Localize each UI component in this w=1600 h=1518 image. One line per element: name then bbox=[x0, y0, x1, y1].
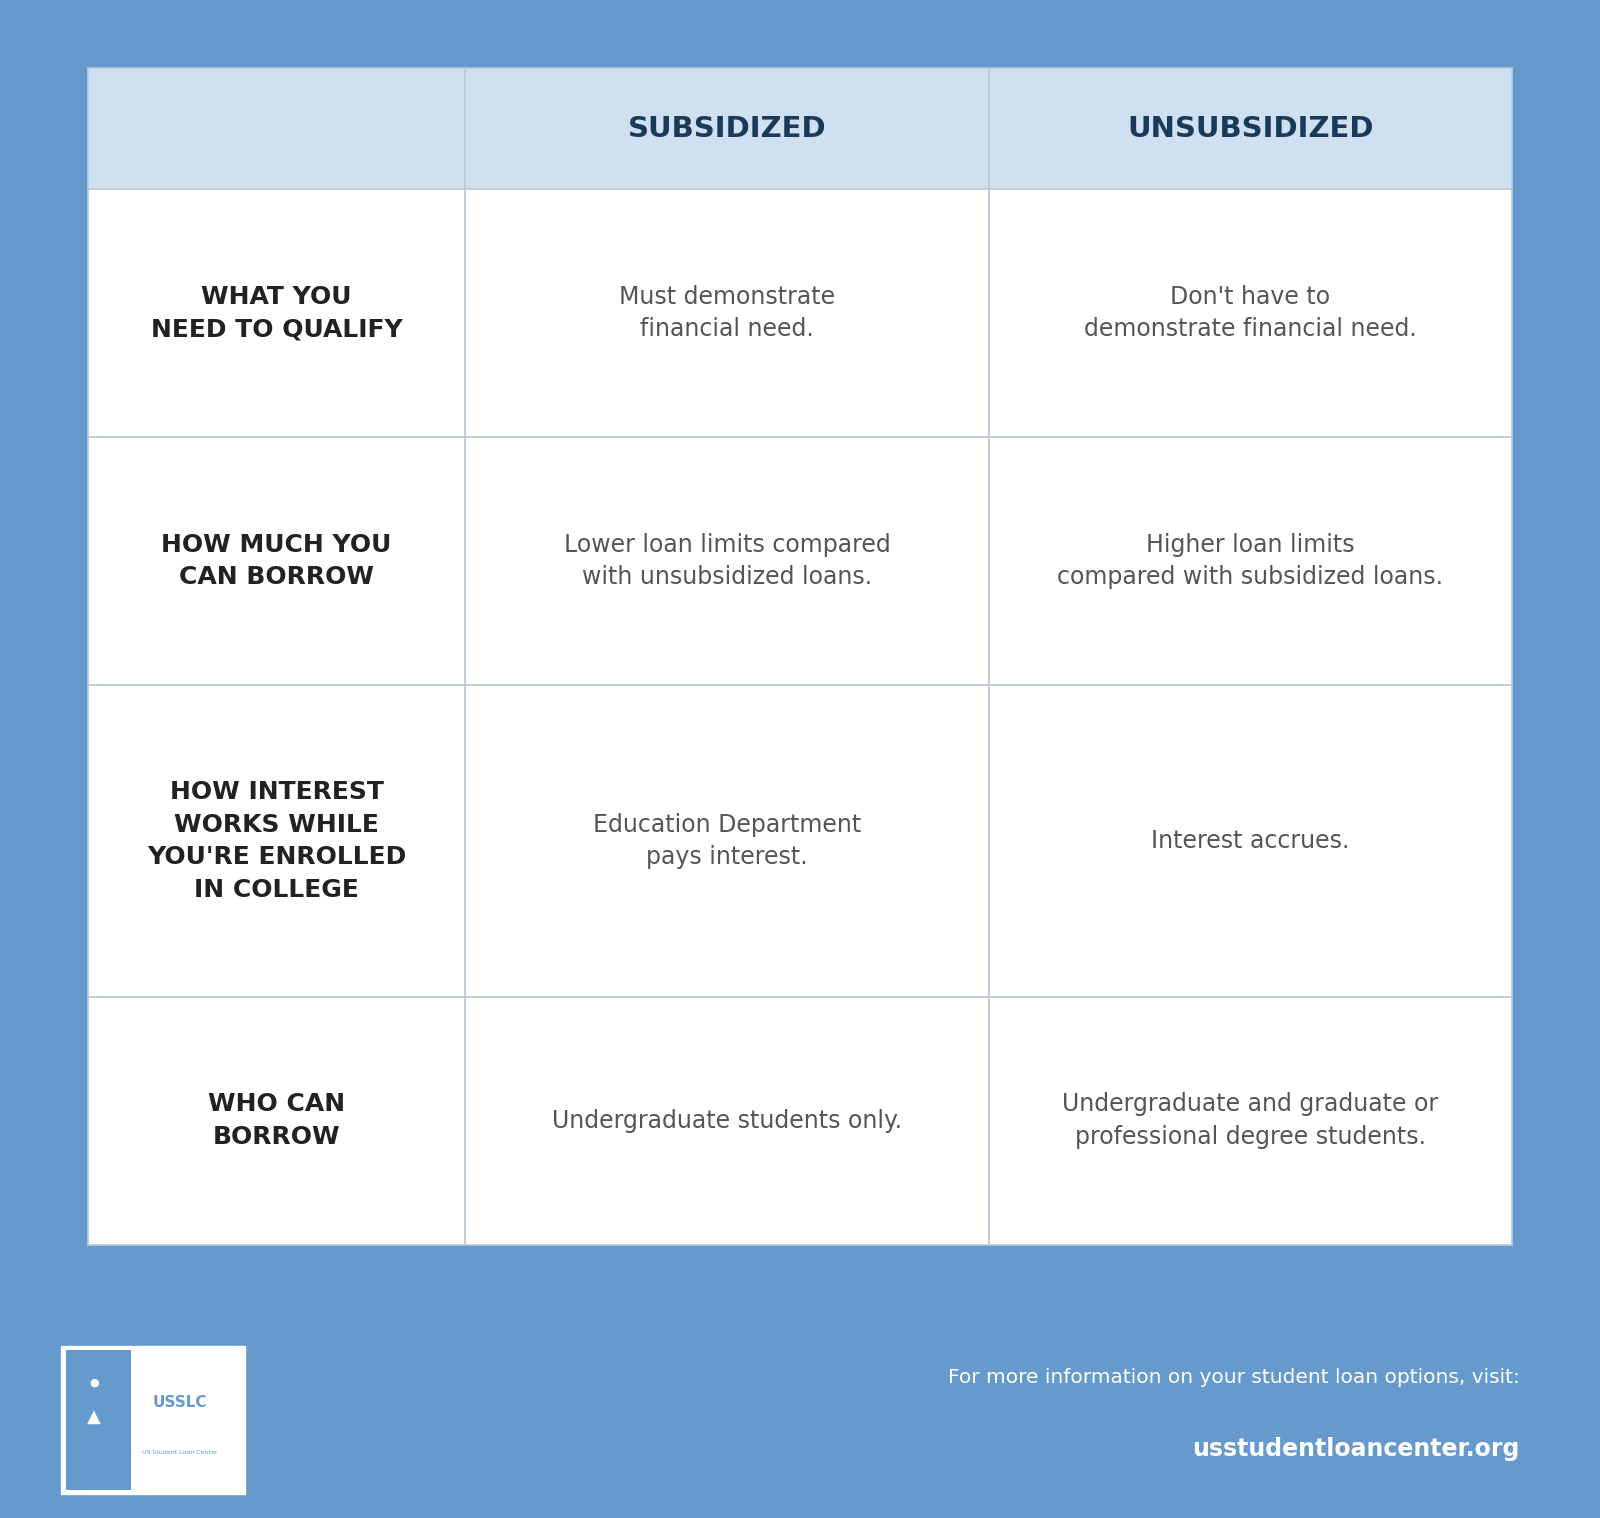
FancyBboxPatch shape bbox=[989, 685, 1512, 997]
Text: Undergraduate and graduate or
professional degree students.: Undergraduate and graduate or profession… bbox=[1062, 1093, 1438, 1149]
FancyBboxPatch shape bbox=[88, 68, 466, 190]
FancyBboxPatch shape bbox=[989, 190, 1512, 437]
FancyBboxPatch shape bbox=[466, 685, 989, 997]
FancyBboxPatch shape bbox=[88, 997, 466, 1245]
FancyBboxPatch shape bbox=[88, 437, 466, 685]
FancyBboxPatch shape bbox=[0, 1313, 1600, 1518]
FancyBboxPatch shape bbox=[466, 437, 989, 685]
FancyBboxPatch shape bbox=[466, 68, 989, 190]
Text: WHAT YOU
NEED TO QUALIFY: WHAT YOU NEED TO QUALIFY bbox=[150, 285, 403, 342]
FancyBboxPatch shape bbox=[131, 1351, 240, 1491]
Text: ▲: ▲ bbox=[86, 1409, 101, 1425]
Text: USSLC: USSLC bbox=[152, 1395, 206, 1410]
Text: Must demonstrate
financial need.: Must demonstrate financial need. bbox=[619, 285, 835, 342]
Text: HOW MUCH YOU
CAN BORROW: HOW MUCH YOU CAN BORROW bbox=[162, 533, 392, 589]
FancyBboxPatch shape bbox=[989, 997, 1512, 1245]
Text: usstudentloancenter.org: usstudentloancenter.org bbox=[1192, 1438, 1520, 1460]
Text: ●: ● bbox=[90, 1378, 99, 1387]
FancyBboxPatch shape bbox=[466, 997, 989, 1245]
FancyBboxPatch shape bbox=[61, 1345, 245, 1494]
FancyBboxPatch shape bbox=[466, 190, 989, 437]
Text: Undergraduate students only.: Undergraduate students only. bbox=[552, 1108, 902, 1132]
Text: US Student Loan Center: US Student Loan Center bbox=[142, 1450, 218, 1456]
Text: Lower loan limits compared
with unsubsidized loans.: Lower loan limits compared with unsubsid… bbox=[563, 533, 890, 589]
Text: SUBSIDIZED: SUBSIDIZED bbox=[627, 115, 826, 143]
Text: Interest accrues.: Interest accrues. bbox=[1150, 829, 1349, 853]
Text: UNSUBSIDIZED: UNSUBSIDIZED bbox=[1126, 115, 1373, 143]
Text: Education Department
pays interest.: Education Department pays interest. bbox=[594, 812, 861, 870]
FancyBboxPatch shape bbox=[66, 1351, 240, 1491]
Text: HOW INTEREST
WORKS WHILE
YOU'RE ENROLLED
IN COLLEGE: HOW INTEREST WORKS WHILE YOU'RE ENROLLED… bbox=[147, 780, 406, 902]
Text: WHO CAN
BORROW: WHO CAN BORROW bbox=[208, 1093, 346, 1149]
Text: For more information on your student loan options, visit:: For more information on your student loa… bbox=[949, 1368, 1520, 1387]
Text: Don't have to
demonstrate financial need.: Don't have to demonstrate financial need… bbox=[1083, 285, 1416, 342]
Text: Higher loan limits
compared with subsidized loans.: Higher loan limits compared with subsidi… bbox=[1058, 533, 1443, 589]
FancyBboxPatch shape bbox=[989, 68, 1512, 190]
FancyBboxPatch shape bbox=[88, 685, 466, 997]
FancyBboxPatch shape bbox=[88, 190, 466, 437]
FancyBboxPatch shape bbox=[989, 437, 1512, 685]
